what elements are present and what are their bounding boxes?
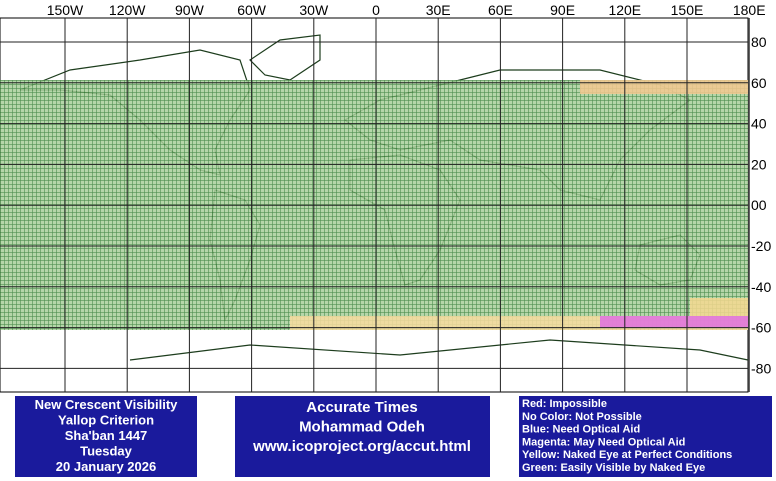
lon-label: 120E [608, 2, 641, 18]
credit-box: Accurate Times Mohammad Odeh www.icoprojec… [235, 396, 490, 477]
lon-label: 90W [175, 2, 205, 18]
lon-label: 0 [372, 2, 380, 18]
yellow-zone [690, 298, 748, 316]
lat-label: -80 [751, 360, 771, 376]
lat-label: 80 [751, 34, 767, 50]
lon-label: 90E [550, 2, 575, 18]
box-line: New Crescent Visibility [35, 397, 179, 412]
lat-label: -20 [751, 238, 771, 254]
lat-label: 60 [751, 75, 767, 91]
box-line: Sha'ban 1447 [65, 428, 148, 443]
box-line: Accurate Times [306, 399, 417, 416]
lon-label: 60E [488, 2, 513, 18]
box-line: 20 January 2026 [56, 459, 156, 474]
magenta-zone [600, 316, 748, 328]
lon-label: 30W [299, 2, 329, 18]
lon-label: 30E [426, 2, 451, 18]
lat-label: 40 [751, 116, 767, 132]
box-line: Mohammad Odeh [299, 419, 425, 436]
grid [0, 18, 750, 392]
box-line: Yallop Criterion [58, 413, 154, 428]
box-line: No Color: Not Possible [522, 411, 642, 423]
lat-label: 20 [751, 156, 767, 172]
lat-label: 00 [751, 197, 767, 213]
box-line: Blue: Need Optical Aid [522, 424, 640, 436]
lat-label: -60 [751, 320, 771, 336]
box-line: Magenta: May Need Optical Aid [522, 436, 685, 448]
lon-label: 150E [671, 2, 704, 18]
lon-label: 60W [237, 2, 267, 18]
lon-label: 180E [733, 2, 766, 18]
lat-label: -40 [751, 279, 771, 295]
yellow-zone [580, 80, 748, 94]
box-line: Green: Easily Visible by Naked Eye [522, 462, 705, 474]
box-line: www.icoproject.org/accut.html [252, 438, 471, 455]
box-line: Yellow: Naked Eye at Perfect Conditions [522, 449, 732, 461]
box-line: Red: Impossible [522, 398, 607, 410]
lon-label: 150W [47, 2, 84, 18]
lon-label: 120W [109, 2, 146, 18]
box-line: Tuesday [80, 444, 133, 459]
